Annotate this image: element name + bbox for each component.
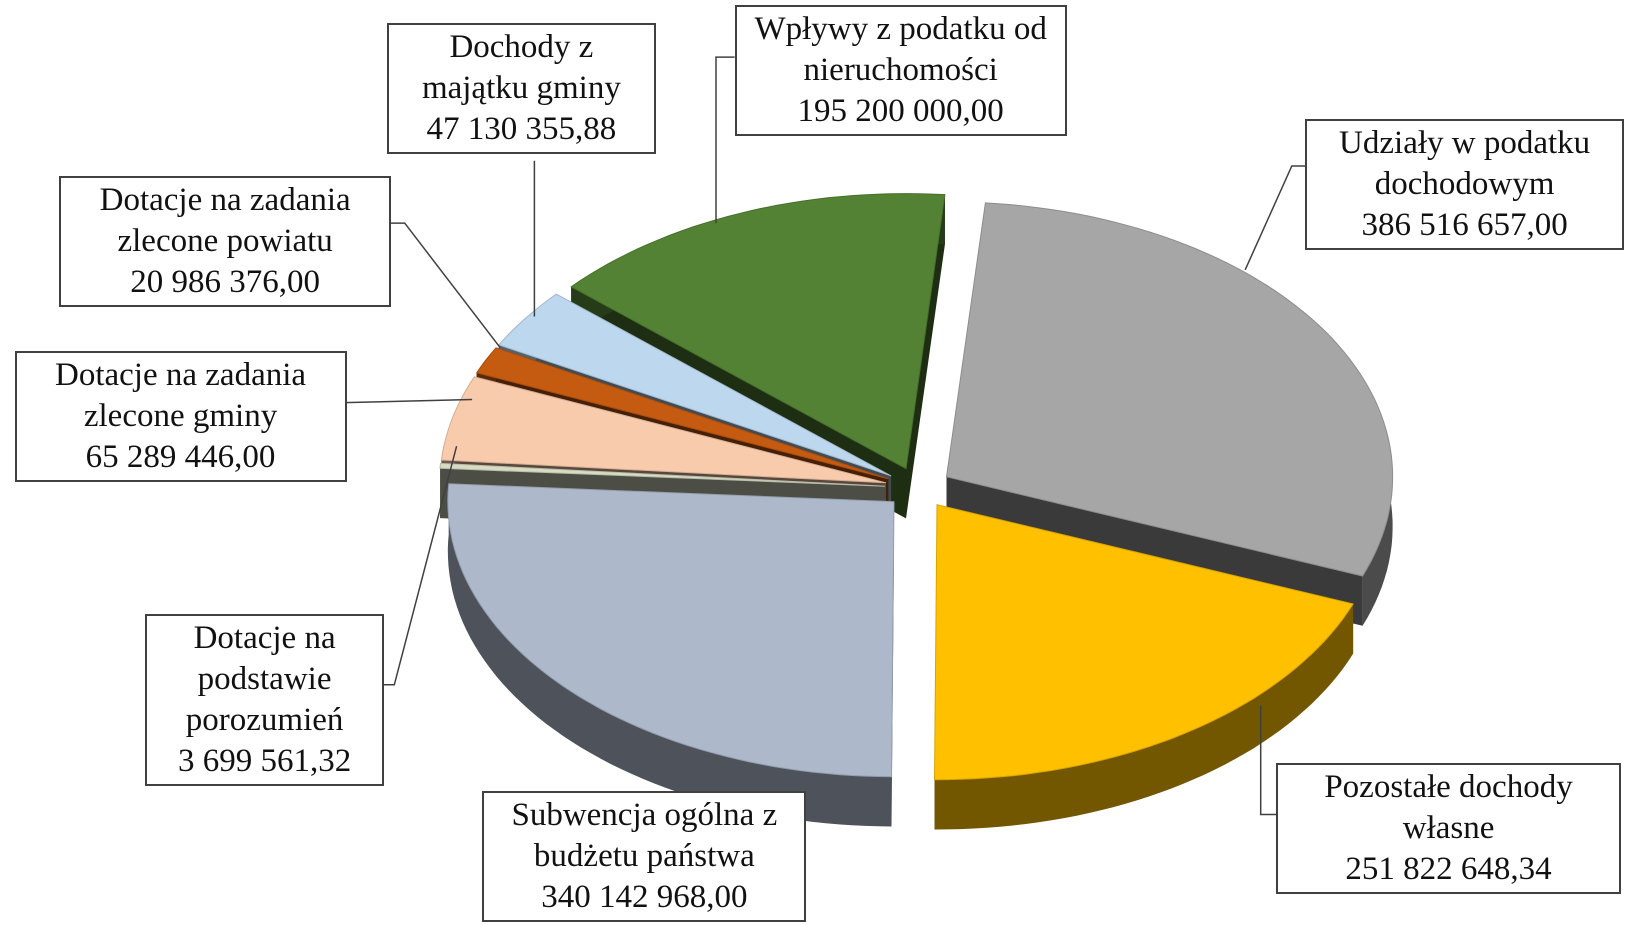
- slice: [447, 483, 895, 827]
- value-label: 3 699 561,32: [177, 743, 352, 780]
- data-label: Subwencja ogólna z budżetu państwa 340 14…: [482, 790, 807, 922]
- slice-face: [475, 347, 889, 480]
- data-label: Dotacje na zadania zlecone gminy 65 289 4…: [14, 350, 347, 482]
- leader-line: [1244, 165, 1306, 271]
- leader-line: [1259, 705, 1277, 816]
- leader-line: [390, 222, 501, 349]
- value-label: 65 289 446,00: [85, 438, 276, 475]
- data-label: Wpływy z podatku od nieruchomości 195 200…: [734, 5, 1067, 137]
- slice-side: [447, 483, 892, 827]
- value-label: 251 822 648,34: [1345, 850, 1552, 887]
- slice-face: [440, 376, 887, 484]
- category-label: Pozostałe dochody własne: [1324, 768, 1573, 846]
- category-label: Dotacje na zadania zlecone gminy: [55, 356, 307, 434]
- slice-side: [934, 603, 1354, 830]
- leader-line: [715, 56, 735, 224]
- value-label: 47 130 355,88: [426, 110, 617, 147]
- category-label: Dotacje na zadania zlecone powiatu: [99, 182, 351, 260]
- category-label: Dotacje na podstawie porozumień: [185, 620, 344, 739]
- slice: [933, 504, 1354, 830]
- data-label: Dotacje na zadania zlecone powiatu 20 986…: [59, 176, 392, 308]
- value-label: 195 200 000,00: [797, 93, 1004, 130]
- category-label: Udziały w podatku dochodowym: [1339, 125, 1591, 203]
- leader-line: [381, 446, 458, 686]
- data-label: Udziały w podatku dochodowym 386 516 657,…: [1305, 119, 1624, 251]
- data-label: Pozostałe dochody własne 251 822 648,34: [1276, 762, 1621, 894]
- slice-face: [439, 462, 886, 487]
- slice-wall: [906, 194, 945, 519]
- category-label: Dochody z majątku gminy: [421, 28, 621, 106]
- slice-face: [945, 202, 1394, 577]
- value-label: 20 986 376,00: [130, 264, 321, 301]
- slice-face: [447, 483, 895, 778]
- value-label: 386 516 657,00: [1361, 207, 1568, 244]
- slice-face: [570, 193, 946, 470]
- category-label: Wpływy z podatku od nieruchomości: [754, 11, 1047, 89]
- category-label: Subwencja ogólna z budżetu państwa: [511, 796, 778, 874]
- data-label: Dochody z majątku gminy 47 130 355,88: [387, 22, 656, 154]
- slice-face: [497, 293, 892, 477]
- leader-line: [344, 398, 473, 404]
- slice-side: [440, 463, 441, 519]
- slice-face: [933, 504, 1354, 781]
- data-label: Dotacje na podstawie porozumień 3 699 561…: [145, 614, 384, 787]
- value-label: 340 142 968,00: [541, 878, 748, 915]
